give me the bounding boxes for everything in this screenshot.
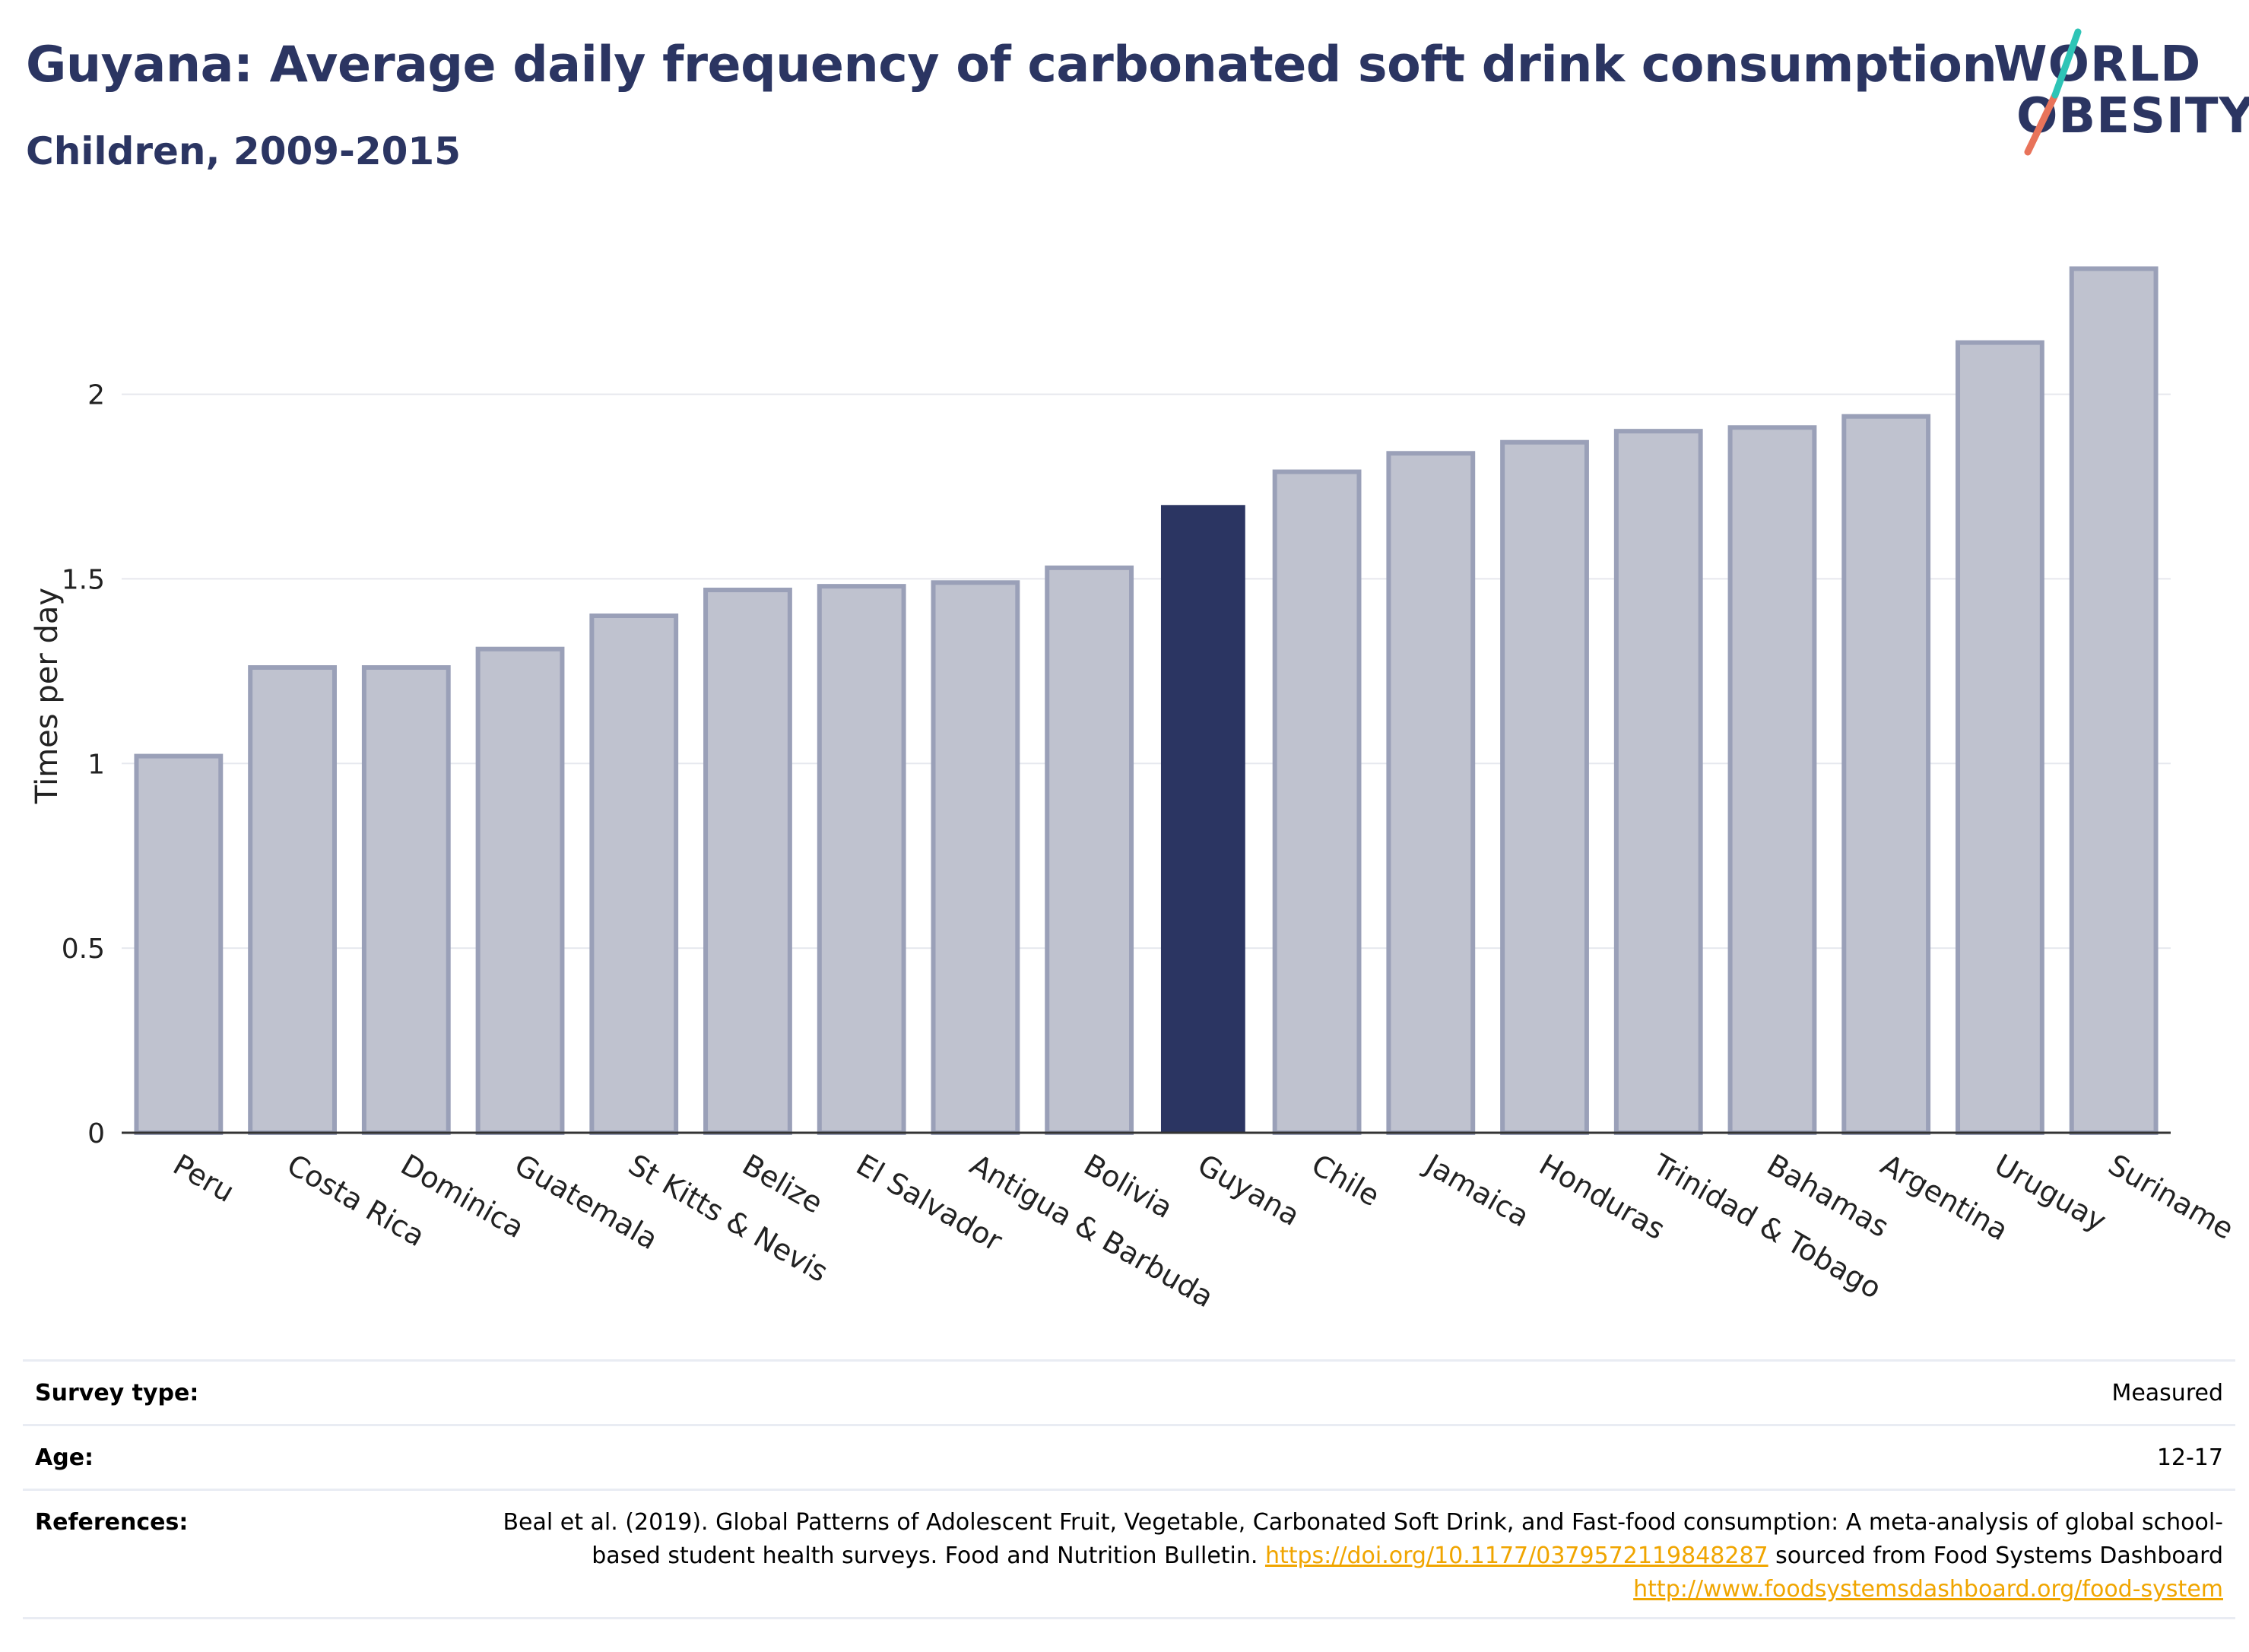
references-text-part-1: Beal et al. (2019). Global Patterns of A… bbox=[503, 1509, 2223, 1569]
y-tick-label: 2 bbox=[87, 380, 105, 411]
references-row: References: Beal et al. (2019). Global P… bbox=[23, 1489, 2235, 1619]
bar-antigua-barbuda[interactable] bbox=[931, 580, 1020, 1135]
page-subtitle: Children, 2009-2015 bbox=[26, 129, 461, 173]
doi-link[interactable]: https://doi.org/10.1177/0379572119848287 bbox=[1264, 1543, 1768, 1569]
references-label: References: bbox=[35, 1509, 189, 1536]
bar-guatemala[interactable] bbox=[475, 646, 565, 1135]
bar-bahamas[interactable] bbox=[1727, 425, 1817, 1135]
bar-chile[interactable] bbox=[1272, 469, 1362, 1135]
y-tick-label: 0 bbox=[87, 1118, 105, 1149]
bar-el-salvador[interactable] bbox=[817, 584, 906, 1135]
x-tick-label: Argentina bbox=[1875, 1148, 2014, 1248]
bars bbox=[134, 266, 2159, 1136]
bar-uruguay[interactable] bbox=[1956, 340, 2044, 1136]
x-tick-label: St Kitts & Nevis bbox=[623, 1148, 833, 1289]
bar-guyana[interactable] bbox=[1160, 505, 1245, 1133]
x-tick-label: Jamaica bbox=[1419, 1147, 1535, 1234]
bar-suriname[interactable] bbox=[2069, 266, 2159, 1135]
logo-slash-icon bbox=[2024, 28, 2082, 156]
x-tick-label: Suriname bbox=[2103, 1148, 2240, 1246]
x-tick-label: Peru bbox=[167, 1148, 239, 1209]
survey-type-row: Survey type: Measured bbox=[23, 1359, 2235, 1424]
y-tick-label: 1.5 bbox=[62, 564, 105, 595]
bar-trinidad-tobago[interactable] bbox=[1613, 429, 1703, 1135]
age-label: Age: bbox=[35, 1444, 94, 1471]
bar-jamaica[interactable] bbox=[1386, 451, 1476, 1135]
logo-line-1: WORLD bbox=[1994, 36, 2202, 93]
food-systems-dashboard-link[interactable]: http://www.foodsystemsdashboard.org/food… bbox=[1633, 1576, 2223, 1603]
bar-peru[interactable] bbox=[134, 753, 224, 1135]
bar-st-kitts-nevis[interactable] bbox=[589, 614, 679, 1135]
x-tick-label: Honduras bbox=[1534, 1148, 1670, 1247]
x-tick-label: Chile bbox=[1306, 1148, 1385, 1213]
bar-bolivia[interactable] bbox=[1045, 565, 1134, 1135]
age-row: Age: 12-17 bbox=[23, 1424, 2235, 1489]
x-tick-label: Belize bbox=[737, 1148, 829, 1220]
world-obesity-logo: WORLD OBESITY bbox=[1981, 23, 2249, 160]
y-tick-label: 0.5 bbox=[62, 934, 105, 965]
survey-type-label: Survey type: bbox=[35, 1380, 199, 1406]
x-tick-label: Guyana bbox=[1192, 1148, 1305, 1232]
metadata-table: Survey type: Measured Age: 12-17 Referen… bbox=[23, 1359, 2235, 1619]
y-axis-title: Times per day bbox=[30, 588, 65, 804]
age-value: 12-17 bbox=[2156, 1444, 2223, 1471]
references-text-part-2: sourced from Food Systems Dashboard bbox=[1768, 1543, 2223, 1569]
y-tick-label: 1 bbox=[87, 749, 105, 780]
bar-dominica[interactable] bbox=[361, 665, 451, 1135]
references-text: Beal et al. (2019). Global Patterns of A… bbox=[474, 1506, 2223, 1606]
bar-costa-rica[interactable] bbox=[248, 665, 337, 1135]
bar-belize[interactable] bbox=[703, 588, 792, 1135]
bar-argentina[interactable] bbox=[1841, 414, 1931, 1135]
page-title: Guyana: Average daily frequency of carbo… bbox=[26, 36, 1997, 94]
bar-honduras[interactable] bbox=[1500, 439, 1589, 1135]
grid-lines bbox=[122, 393, 2171, 950]
survey-type-value: Measured bbox=[2111, 1380, 2223, 1406]
